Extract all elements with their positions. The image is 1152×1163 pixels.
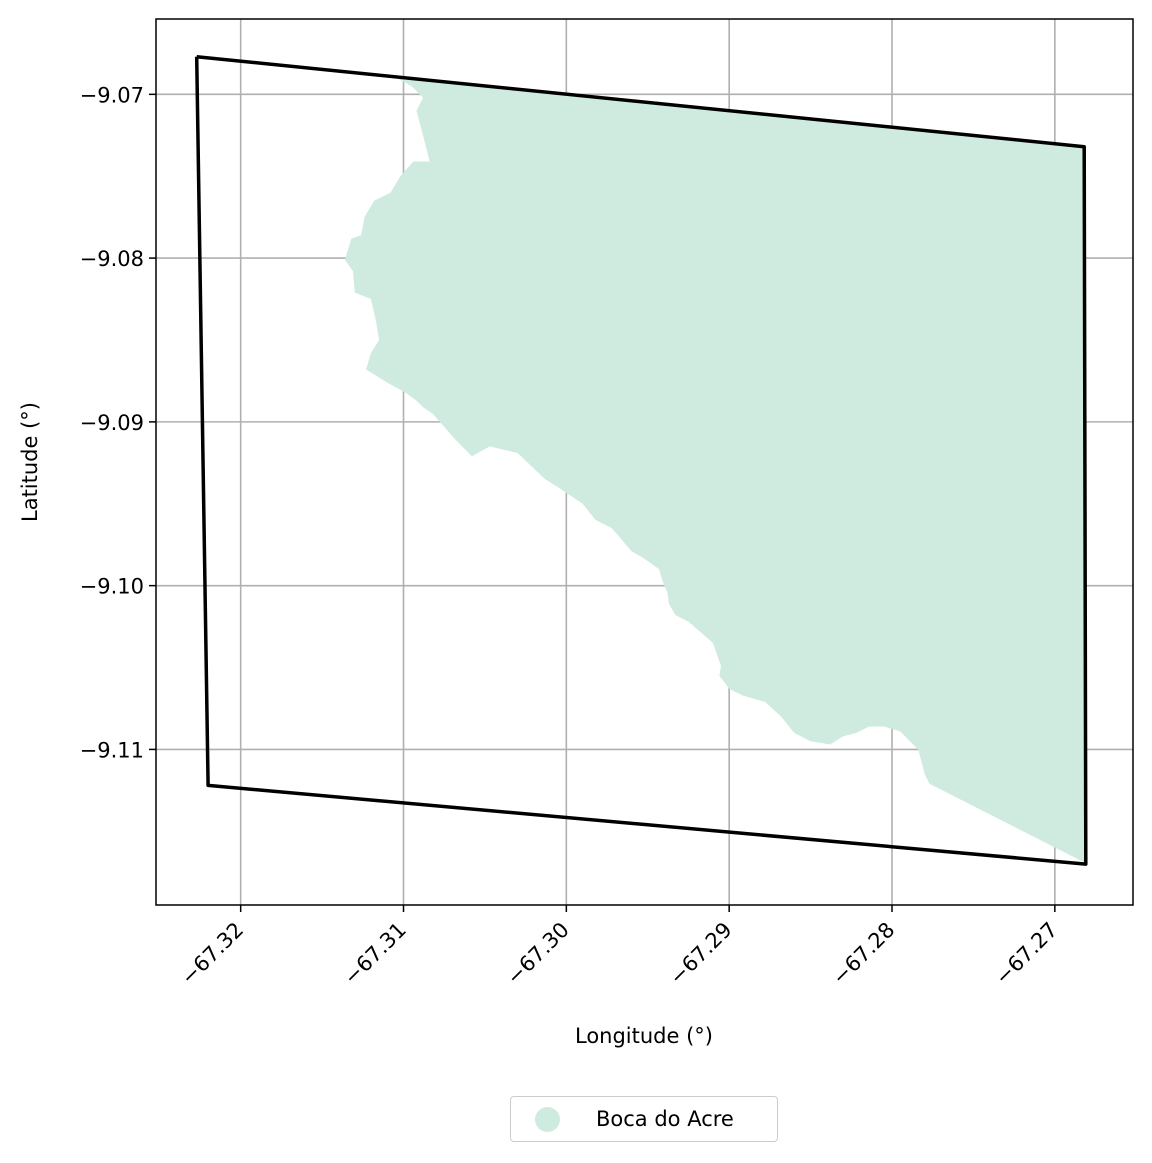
region-layer	[344, 78, 1085, 863]
legend-marker-icon	[535, 1106, 560, 1132]
y-tick-label: −9.07	[80, 83, 144, 107]
y-axis-label: Latitude (°)	[18, 402, 42, 522]
outline-layer	[194, 54, 1088, 866]
y-tick-label: −9.10	[80, 575, 144, 599]
x-axis-label: Longitude (°)	[575, 1024, 713, 1048]
y-tick-label: −9.11	[80, 738, 144, 762]
boundary-outline	[194, 54, 1088, 866]
legend: Boca do Acre	[510, 1096, 778, 1142]
y-tick-label: −9.09	[80, 411, 144, 435]
x-tick-label: −67.32	[176, 918, 248, 990]
x-tick-label: −67.30	[502, 918, 574, 990]
x-tick-label: −67.31	[339, 918, 411, 990]
x-tick-label: −67.29	[665, 918, 737, 990]
x-tick-label: −67.27	[990, 918, 1062, 990]
region-boca-do-acre	[344, 78, 1085, 863]
legend-label: Boca do Acre	[596, 1107, 734, 1131]
y-tick-label: −9.08	[80, 247, 144, 271]
x-tick-label: −67.28	[828, 918, 900, 990]
axes-frame	[155, 18, 1134, 906]
